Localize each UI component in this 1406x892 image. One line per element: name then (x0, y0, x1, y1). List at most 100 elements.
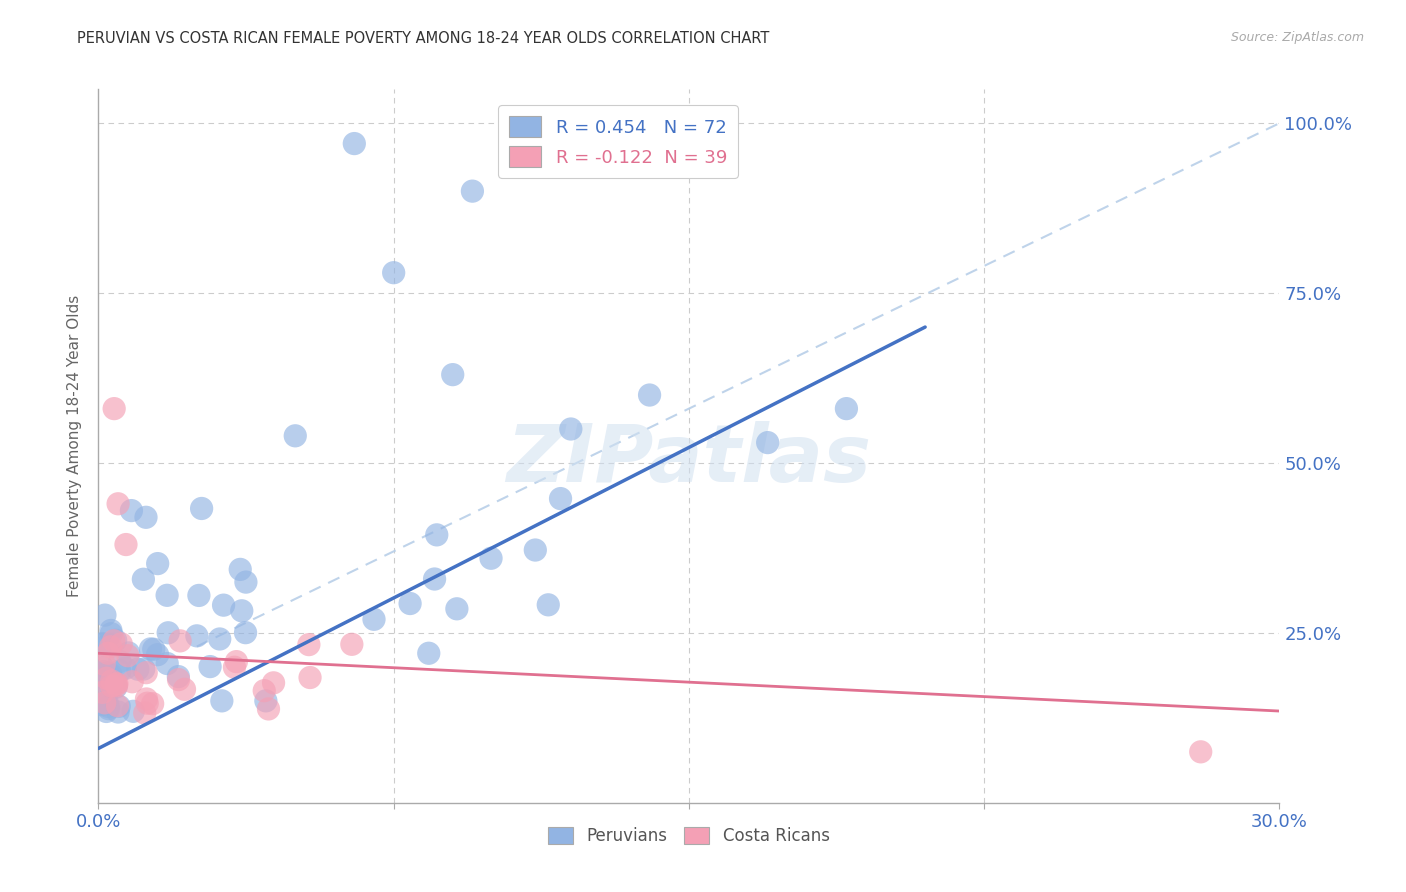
Point (254, 694, 277, 708)
Point (253, 683, 276, 698)
Point (146, 648, 169, 662)
Point (423, 572, 446, 586)
Point (426, 528, 449, 542)
Point (208, 632, 231, 646)
Point (479, 551, 502, 566)
Point (298, 638, 321, 652)
Point (108, 699, 131, 714)
Point (91, 638, 114, 652)
Point (157, 625, 180, 640)
Point (363, 612, 385, 626)
Point (524, 543, 547, 558)
Point (132, 572, 155, 586)
Point (104, 633, 127, 648)
Point (93, 665, 115, 679)
Point (96, 666, 118, 681)
Point (382, 266, 405, 280)
Point (340, 637, 363, 651)
Point (97, 646, 120, 660)
Point (284, 429, 307, 443)
Point (134, 706, 156, 720)
Point (91, 698, 114, 712)
Point (229, 562, 252, 576)
Point (108, 664, 131, 678)
Point (550, 491, 572, 506)
Point (135, 510, 157, 524)
Point (115, 537, 138, 551)
Point (235, 625, 257, 640)
Point (187, 589, 209, 603)
Point (91, 660, 114, 674)
Point (446, 602, 468, 616)
Point (105, 680, 128, 694)
Point (142, 697, 165, 711)
Text: PERUVIAN VS COSTA RICAN FEMALE POVERTY AMONG 18-24 YEAR OLDS CORRELATION CHART: PERUVIAN VS COSTA RICAN FEMALE POVERTY A… (77, 31, 769, 46)
Point (120, 503, 142, 517)
Point (167, 670, 190, 684)
Point (114, 661, 136, 675)
Point (122, 704, 145, 718)
Point (117, 648, 139, 663)
Point (93, 672, 115, 686)
Point (97, 699, 120, 714)
Point (97, 701, 120, 715)
Point (263, 676, 285, 690)
Point (461, 184, 484, 198)
Point (100, 679, 122, 693)
Point (167, 673, 190, 687)
Text: ZIPatlas: ZIPatlas (506, 421, 872, 500)
Point (299, 671, 322, 685)
Point (91, 636, 114, 650)
Point (127, 662, 149, 676)
Point (103, 401, 125, 416)
Point (343, 136, 366, 151)
Point (211, 694, 233, 708)
Point (93, 673, 115, 688)
Point (136, 696, 159, 710)
Point (132, 662, 155, 676)
Point (441, 368, 464, 382)
Point (560, 422, 582, 436)
Point (107, 705, 129, 719)
Point (103, 633, 125, 648)
Point (135, 665, 157, 680)
Point (190, 501, 212, 516)
Point (93, 657, 115, 672)
Point (100, 667, 122, 681)
Point (135, 692, 157, 706)
Point (173, 682, 195, 697)
Point (96, 671, 118, 685)
Point (537, 598, 560, 612)
Point (107, 698, 129, 713)
Point (224, 660, 246, 674)
Point (96, 705, 118, 719)
Point (104, 677, 127, 691)
Point (169, 633, 191, 648)
Point (100, 673, 122, 688)
Point (108, 654, 131, 668)
Point (121, 674, 143, 689)
Point (418, 646, 440, 660)
Point (91, 666, 114, 681)
Point (225, 655, 247, 669)
Point (96, 694, 118, 708)
Point (212, 598, 235, 612)
Point (105, 677, 128, 691)
Y-axis label: Female Poverty Among 18-24 Year Olds: Female Poverty Among 18-24 Year Olds (67, 295, 83, 597)
Point (94, 608, 117, 623)
Point (107, 497, 129, 511)
Point (100, 640, 122, 654)
Point (235, 575, 257, 590)
Point (198, 659, 221, 673)
Point (91, 688, 114, 702)
Point (638, 388, 661, 402)
Point (110, 637, 132, 651)
Point (100, 626, 122, 640)
Point (835, 401, 858, 416)
Point (100, 624, 122, 638)
Text: Source: ZipAtlas.com: Source: ZipAtlas.com (1230, 31, 1364, 45)
Point (93, 696, 115, 710)
Legend: Peruvians, Costa Ricans: Peruvians, Costa Ricans (541, 820, 837, 852)
Point (257, 702, 280, 716)
Point (231, 604, 253, 618)
